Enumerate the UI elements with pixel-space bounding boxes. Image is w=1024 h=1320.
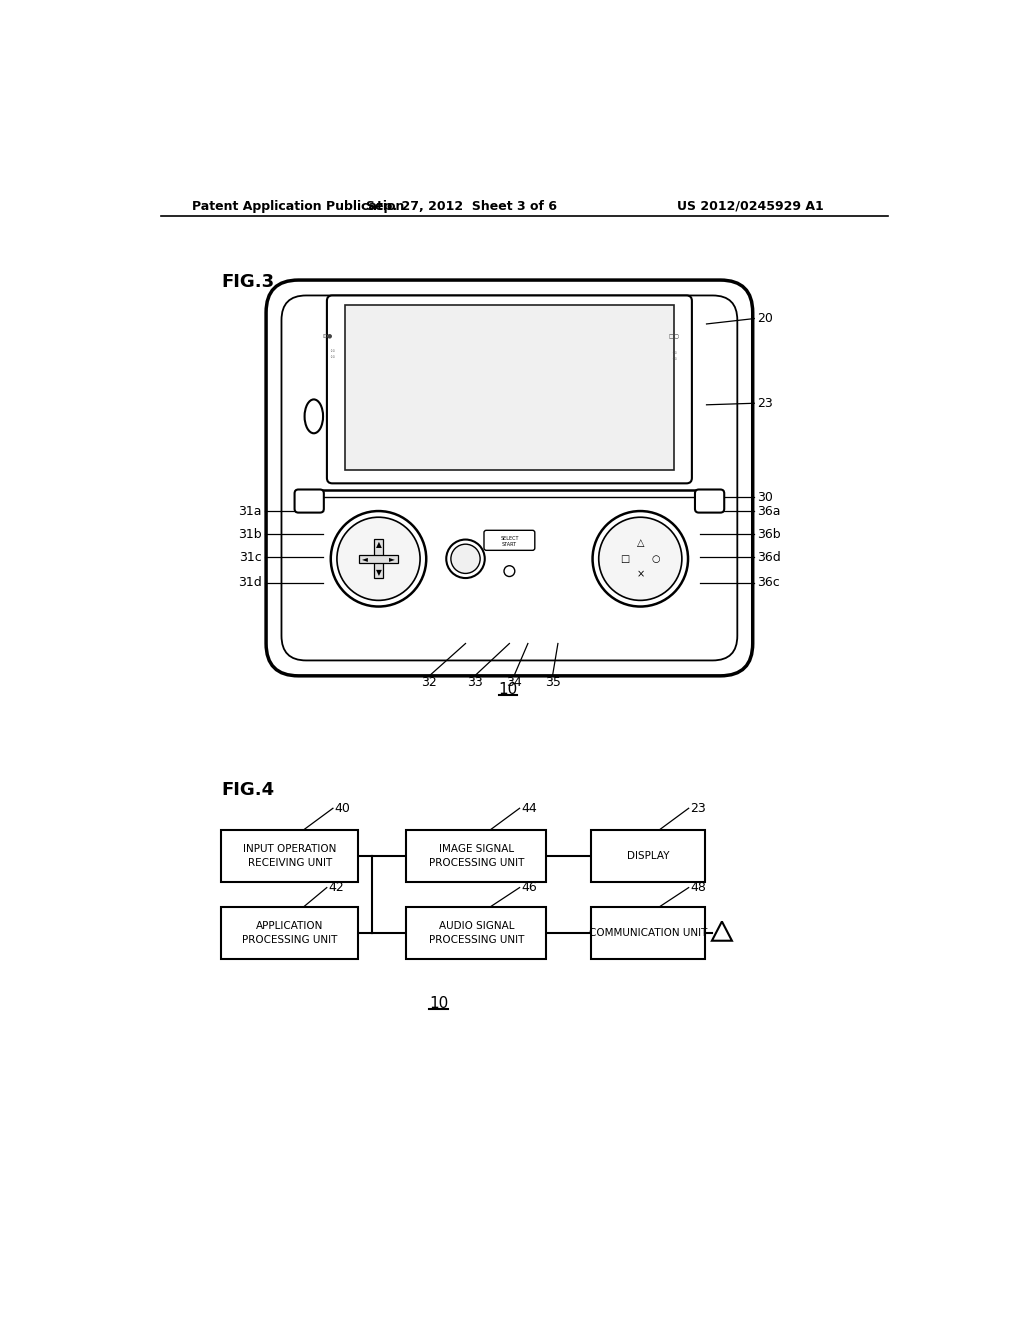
Text: 31d: 31d xyxy=(238,576,261,589)
FancyBboxPatch shape xyxy=(327,296,692,483)
Text: ◦◦
◦◦: ◦◦ ◦◦ xyxy=(329,350,336,360)
Text: IMAGE SIGNAL
PROCESSING UNIT: IMAGE SIGNAL PROCESSING UNIT xyxy=(429,843,524,869)
Bar xyxy=(221,830,358,882)
Text: 20: 20 xyxy=(758,312,773,325)
Text: ×: × xyxy=(636,569,644,579)
Text: 42: 42 xyxy=(329,880,344,894)
Text: COMMUNICATION UNIT: COMMUNICATION UNIT xyxy=(589,928,708,939)
Circle shape xyxy=(446,540,484,578)
Text: 40: 40 xyxy=(335,801,350,814)
Text: 23: 23 xyxy=(690,801,706,814)
Text: 35: 35 xyxy=(545,676,560,689)
Bar xyxy=(358,554,398,564)
Bar xyxy=(345,305,674,470)
Text: ◦◦
◦◦: ◦◦ ◦◦ xyxy=(671,351,678,363)
Bar xyxy=(591,907,705,960)
Text: 33: 33 xyxy=(467,676,482,689)
Text: 46: 46 xyxy=(521,880,537,894)
Text: 36c: 36c xyxy=(758,576,780,589)
Text: 32: 32 xyxy=(422,676,437,689)
Text: START: START xyxy=(502,541,517,546)
Polygon shape xyxy=(712,921,732,941)
Text: 31b: 31b xyxy=(238,528,261,541)
Text: 44: 44 xyxy=(521,801,537,814)
Circle shape xyxy=(337,517,420,601)
Text: Patent Application Publication: Patent Application Publication xyxy=(193,199,404,213)
Text: DISPLAY: DISPLAY xyxy=(627,851,670,861)
Bar xyxy=(374,539,383,578)
Text: 30: 30 xyxy=(758,491,773,504)
Text: 36d: 36d xyxy=(758,550,781,564)
Text: Sep. 27, 2012  Sheet 3 of 6: Sep. 27, 2012 Sheet 3 of 6 xyxy=(367,199,557,213)
Text: □○: □○ xyxy=(669,333,680,338)
Text: 31a: 31a xyxy=(238,504,261,517)
Text: FIG.4: FIG.4 xyxy=(221,781,274,799)
Text: APPLICATION
PROCESSING UNIT: APPLICATION PROCESSING UNIT xyxy=(243,921,338,945)
Text: 10: 10 xyxy=(499,682,517,697)
Text: 23: 23 xyxy=(758,397,773,409)
Text: ▼: ▼ xyxy=(376,568,381,577)
Bar xyxy=(407,907,547,960)
Text: US 2012/0245929 A1: US 2012/0245929 A1 xyxy=(677,199,823,213)
Text: 36b: 36b xyxy=(758,528,781,541)
Text: 48: 48 xyxy=(690,880,707,894)
Text: INPUT OPERATION
RECEIVING UNIT: INPUT OPERATION RECEIVING UNIT xyxy=(244,843,337,869)
Circle shape xyxy=(451,544,480,573)
Circle shape xyxy=(331,511,426,607)
Text: 36a: 36a xyxy=(758,504,781,517)
Text: ►: ► xyxy=(389,554,395,564)
Text: △: △ xyxy=(637,539,644,548)
FancyBboxPatch shape xyxy=(695,490,724,512)
FancyBboxPatch shape xyxy=(266,280,753,676)
Bar xyxy=(591,830,705,882)
Text: AUDIO SIGNAL
PROCESSING UNIT: AUDIO SIGNAL PROCESSING UNIT xyxy=(429,921,524,945)
Text: SELECT: SELECT xyxy=(500,536,518,540)
Bar xyxy=(407,830,547,882)
Text: 10: 10 xyxy=(429,997,449,1011)
Text: □: □ xyxy=(621,554,630,564)
Text: 34: 34 xyxy=(506,676,522,689)
Ellipse shape xyxy=(304,400,323,433)
Text: ○: ○ xyxy=(651,554,659,564)
Text: D●: D● xyxy=(323,333,333,338)
Text: FIG.3: FIG.3 xyxy=(221,273,274,290)
FancyBboxPatch shape xyxy=(484,531,535,550)
Circle shape xyxy=(504,566,515,577)
FancyBboxPatch shape xyxy=(295,490,324,512)
Circle shape xyxy=(599,517,682,601)
Bar xyxy=(221,907,358,960)
Circle shape xyxy=(593,511,688,607)
Text: 31c: 31c xyxy=(239,550,261,564)
Text: ◄: ◄ xyxy=(361,554,368,564)
Text: ▲: ▲ xyxy=(376,540,381,549)
